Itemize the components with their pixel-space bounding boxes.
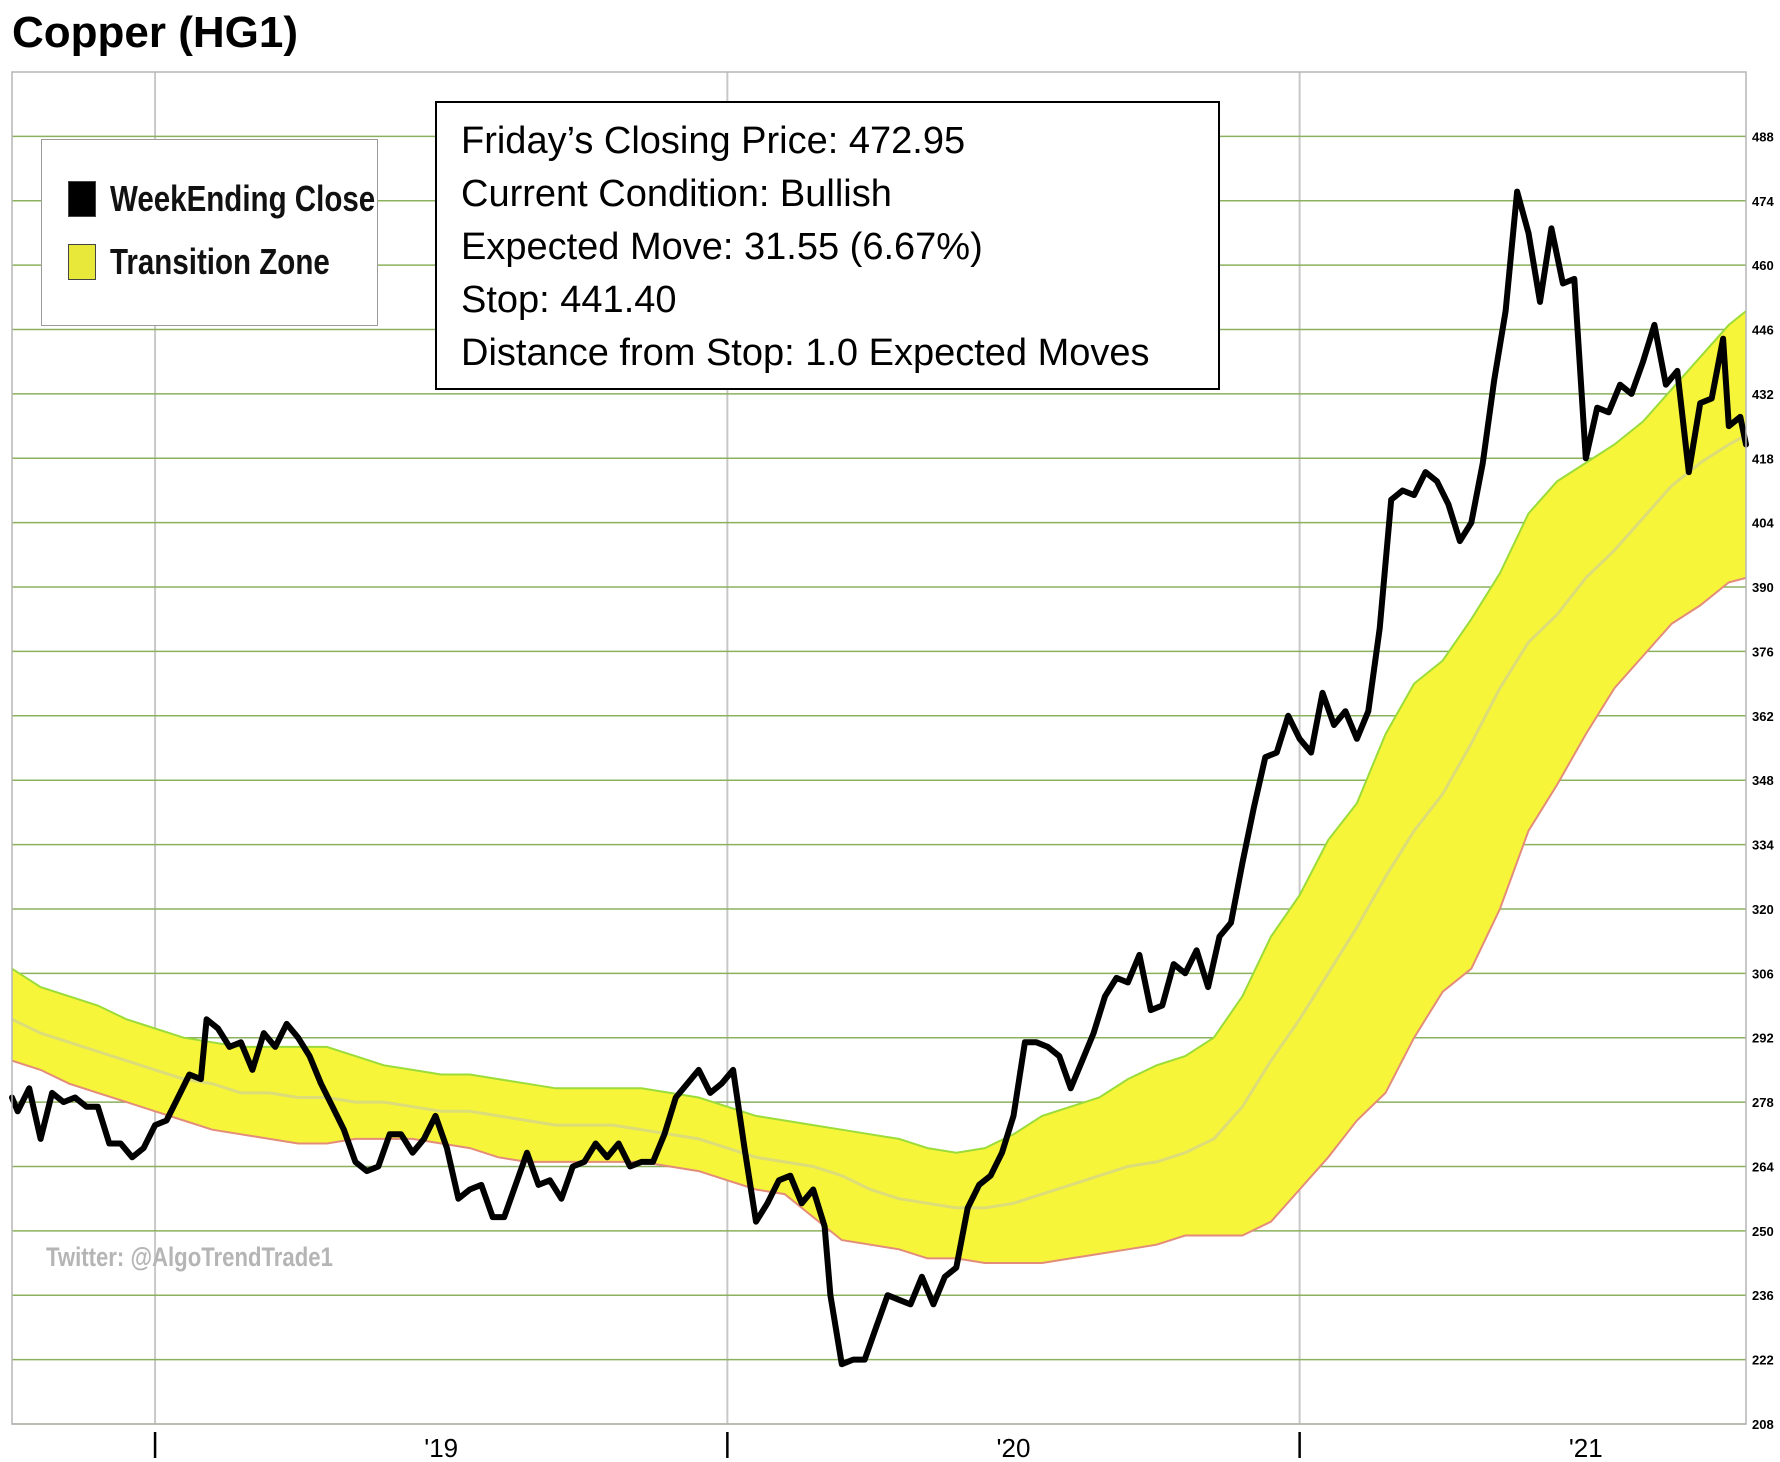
y-tick-label: 418 <box>1752 451 1774 466</box>
transition-zone-midline <box>11 433 1747 1210</box>
chart-title: Copper (HG1) <box>12 8 298 57</box>
y-tick-label: 306 <box>1752 966 1774 981</box>
x-tick-label: '21 <box>1569 1433 1603 1462</box>
info-box: Friday’s Closing Price: 472.95 Current C… <box>435 101 1220 390</box>
legend-label: Transition Zone <box>110 241 330 282</box>
y-tick-label: 278 <box>1752 1095 1774 1110</box>
legend-label: WeekEnding Close <box>110 178 376 219</box>
y-tick-label: 460 <box>1752 258 1774 273</box>
grid-layer <box>12 72 1746 1425</box>
axis-layer: 488 474 460 446 432 418 404 390 376 362 348 334 320 3… <box>11 71 1774 1462</box>
legend-swatch-yellow <box>68 244 96 280</box>
y-tick-label: 222 <box>1752 1353 1774 1368</box>
info-current-condition: Current Condition: Bullish <box>461 173 892 215</box>
info-closing-price: Friday’s Closing Price: 472.95 <box>461 120 966 162</box>
info-stop: Stop: 441.40 <box>461 279 677 321</box>
transition-zone-area <box>12 311 1746 1264</box>
y-tick-label: 334 <box>1752 838 1774 853</box>
x-tick-label: '19 <box>424 1433 458 1462</box>
info-expected-move: Expected Move: 31.55 (6.67%) <box>461 226 983 268</box>
y-tick-label: 264 <box>1752 1159 1774 1174</box>
legend-swatch-black <box>68 181 96 217</box>
watermark: Twitter: @AlgoTrendTrade1 <box>46 1242 333 1272</box>
weekending-close-line <box>9 188 1749 1368</box>
info-distance-from-stop: Distance from Stop: 1.0 Expected Moves <box>461 332 1150 374</box>
y-tick-label: 292 <box>1752 1031 1774 1046</box>
legend: WeekEnding Close Transition Zone <box>41 139 378 326</box>
y-tick-label: 348 <box>1752 773 1774 788</box>
legend-item-close: WeekEnding Close <box>68 178 433 220</box>
y-tick-label: 236 <box>1752 1288 1774 1303</box>
y-tick-label: 474 <box>1752 194 1774 209</box>
plot-border <box>11 71 1747 1425</box>
y-tick-label: 404 <box>1752 516 1774 531</box>
x-tick-label: '20 <box>997 1433 1031 1462</box>
y-tick-label: 432 <box>1752 387 1774 402</box>
weekending-close-series <box>9 188 1749 1368</box>
y-tick-label: 488 <box>1752 129 1774 144</box>
y-tick-label: 250 <box>1752 1224 1774 1239</box>
y-tick-label: 362 <box>1752 709 1774 724</box>
y-tick-label: 320 <box>1752 902 1774 917</box>
y-tick-label: 376 <box>1752 644 1774 659</box>
y-tick-label: 390 <box>1752 580 1774 595</box>
y-tick-label: 208 <box>1752 1417 1774 1432</box>
transition-zone-lower-edge <box>11 576 1747 1264</box>
legend-item-zone: Transition Zone <box>68 241 378 283</box>
y-tick-label: 446 <box>1752 323 1774 338</box>
